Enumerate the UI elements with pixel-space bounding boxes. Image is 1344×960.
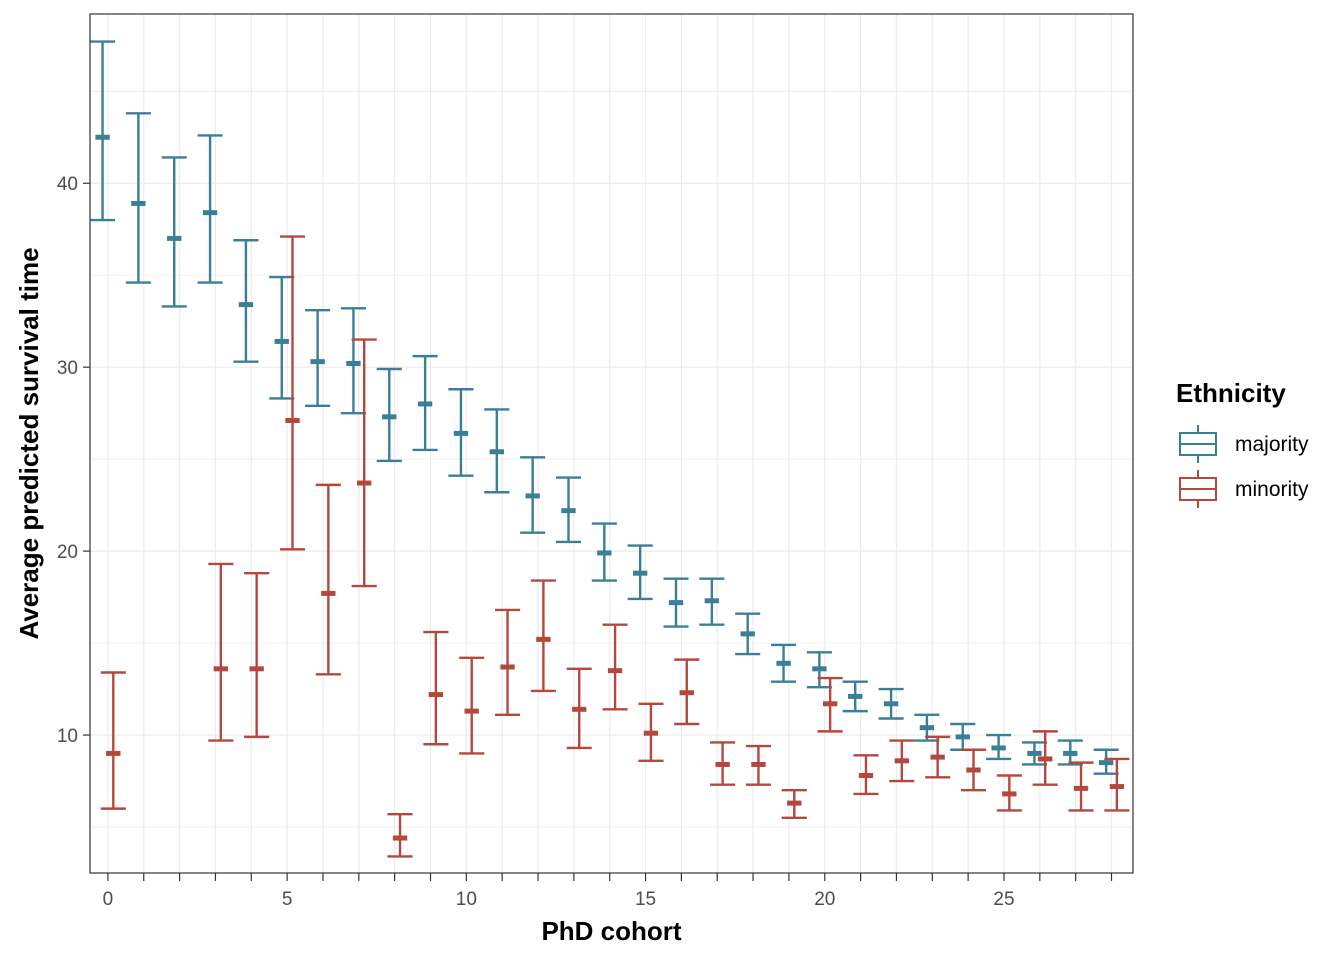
errorbar-majority — [699, 577, 725, 626]
errorbar-minority — [674, 658, 700, 726]
errorbar-majority — [555, 476, 582, 544]
errorbar-majority — [90, 40, 116, 222]
errorbar-minority — [996, 774, 1022, 812]
errorbar-minority — [1068, 761, 1094, 812]
legend-item-minority: minority — [1179, 470, 1309, 508]
errorbar-majority — [878, 687, 904, 720]
errorbar-majority — [735, 612, 761, 656]
errorbar-minority — [208, 562, 234, 742]
x-axis-title: PhD cohort — [541, 916, 681, 946]
errorbar-minority — [1032, 730, 1058, 786]
x-tick-label: 5 — [282, 889, 293, 910]
errorbar-majority — [1093, 748, 1119, 775]
errorbar-majority — [412, 354, 438, 452]
errorbar-majority — [842, 680, 868, 713]
errorbar-majority — [806, 651, 832, 689]
y-tick-label: 30 — [57, 358, 78, 379]
errorbar-minority — [817, 676, 843, 733]
x-tick-label: 15 — [635, 889, 656, 910]
legend: Ethnicity majority minority — [1176, 378, 1309, 508]
errorbar-minority — [566, 667, 592, 750]
errorbar-majority — [1057, 739, 1083, 766]
errorbar-minority — [889, 739, 915, 783]
errorbar-minority — [279, 235, 306, 551]
errorbar-minority — [960, 748, 987, 792]
errorbar-majority — [1021, 741, 1047, 766]
errorbar-minority — [387, 812, 413, 858]
errorbar-majority — [125, 112, 151, 284]
panel-border — [89, 13, 1134, 874]
errorbar-majority — [448, 388, 474, 477]
legend-label-majority: majority — [1235, 433, 1309, 456]
x-tick-label: 20 — [814, 889, 835, 910]
y-tick-label: 10 — [57, 726, 78, 747]
x-tick-label: 10 — [456, 889, 477, 910]
errorbar-minority — [244, 571, 270, 739]
axis-ticks: 0 5 10 15 20 25 10 20 30 40 — [57, 174, 1113, 910]
errorbar-majority — [376, 367, 402, 463]
errorbar-majority — [591, 522, 617, 582]
error-bars — [90, 40, 1130, 858]
legend-item-majority: majority — [1179, 425, 1309, 463]
errorbar-majority — [269, 275, 295, 400]
errorbar-majority — [986, 733, 1012, 761]
errorbar-majority — [914, 713, 940, 742]
errorbar-minority — [459, 656, 485, 755]
errorbar-majority — [484, 408, 510, 494]
errorbar-minority — [100, 671, 126, 810]
errorbar-minority — [925, 735, 951, 779]
y-tick-label: 40 — [57, 174, 78, 195]
errorbar-majority — [233, 239, 259, 363]
errorbar-minority — [1104, 757, 1130, 812]
errorbar-minority — [423, 630, 449, 746]
errorbar-minority — [853, 754, 879, 796]
errorbar-minority — [638, 702, 664, 762]
errorbar-minority — [745, 744, 771, 786]
errorbar-majority — [197, 134, 223, 284]
errorbar-majority — [663, 577, 689, 628]
errorbar-minority — [351, 338, 377, 588]
x-tick-label: 25 — [993, 889, 1014, 910]
errorbar-majority — [770, 643, 797, 683]
errorbar-minority — [315, 483, 341, 676]
errorbar-majority — [161, 156, 187, 308]
errorbar-minority — [530, 579, 556, 693]
errorbar-minority — [495, 608, 521, 717]
y-axis-title: Average predicted survival time — [14, 247, 44, 639]
errorbar-majority — [520, 456, 546, 534]
grid — [90, 14, 1133, 873]
errorbar-majority — [340, 307, 366, 415]
errorbar-minority — [602, 623, 628, 711]
x-tick-label: 0 — [103, 889, 114, 910]
y-tick-label: 20 — [57, 542, 78, 563]
legend-label-minority: minority — [1235, 478, 1309, 501]
errorbar-majority — [305, 308, 331, 407]
errorbar-minority — [710, 741, 736, 786]
legend-title: Ethnicity — [1176, 378, 1286, 408]
errorbar-majority — [627, 544, 653, 601]
errorbar-minority — [781, 789, 807, 820]
